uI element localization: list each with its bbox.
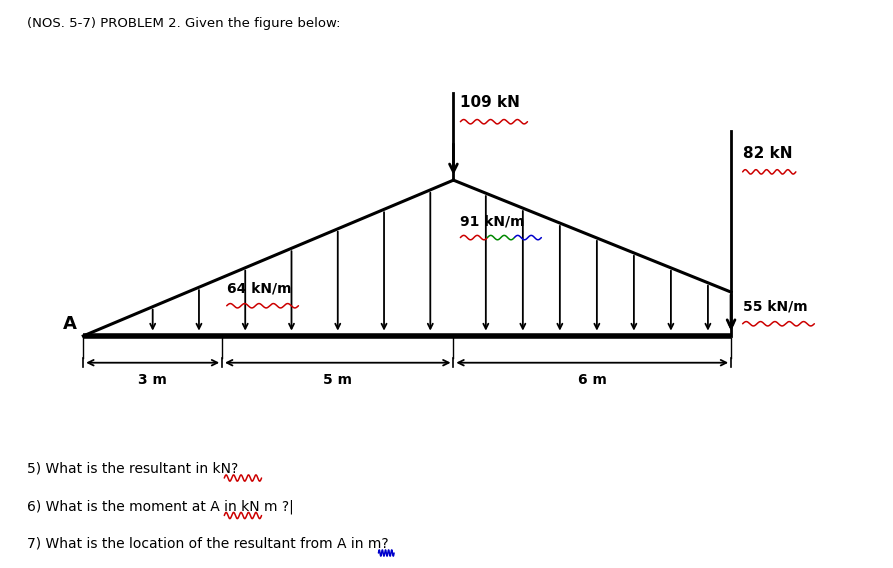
Text: (NOS. 5-7) PROBLEM 2. Given the figure below:: (NOS. 5-7) PROBLEM 2. Given the figure b… [27, 17, 340, 30]
Text: 7) What is the location of the resultant from A in m?: 7) What is the location of the resultant… [27, 537, 388, 551]
Text: 6 m: 6 m [578, 373, 606, 387]
Text: 6) What is the moment at A in kN m ?|: 6) What is the moment at A in kN m ?| [27, 499, 294, 514]
Text: 3 m: 3 m [138, 373, 167, 387]
Text: 55 kN/m: 55 kN/m [743, 299, 807, 314]
Text: A: A [63, 315, 76, 333]
Text: 64 kN/m: 64 kN/m [227, 281, 291, 295]
Text: 5 m: 5 m [323, 373, 352, 387]
Text: 82 kN: 82 kN [743, 146, 792, 161]
Text: 91 kN/m: 91 kN/m [461, 214, 525, 228]
Text: 5) What is the resultant in kN?: 5) What is the resultant in kN? [27, 462, 238, 476]
Text: 109 kN: 109 kN [461, 95, 521, 110]
